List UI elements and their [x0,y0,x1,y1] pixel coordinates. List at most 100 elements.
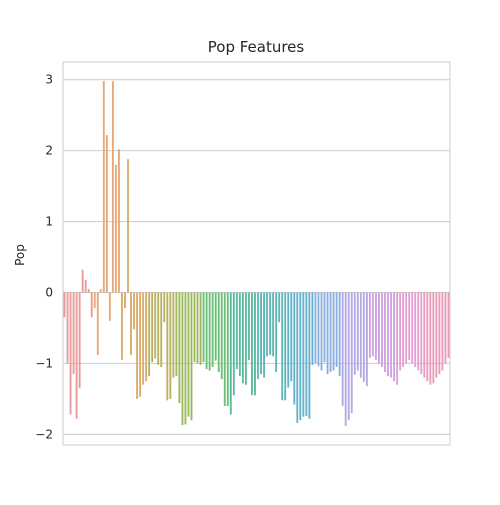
bar-111 [396,292,399,385]
bar-33 [160,292,163,367]
bar-8 [84,279,87,293]
bar-58 [235,292,238,370]
y-tick-label: 2 [45,144,53,158]
bar-2 [66,292,69,364]
gridlines [63,79,450,435]
bar-83 [311,292,314,365]
bar-77 [293,292,296,405]
bar-118 [417,292,420,371]
bar-108 [387,292,389,377]
bar-125 [438,292,441,375]
bar-45 [196,292,199,364]
bar-85 [317,292,320,367]
bar-54 [223,292,226,406]
bar-20 [121,292,123,360]
bar-51 [214,292,217,361]
bar-43 [190,292,193,421]
bar-92 [338,292,341,377]
bar-16 [108,292,111,321]
bar-27 [142,292,145,385]
bar-128 [447,292,450,358]
bars [63,81,450,426]
bar-11 [93,292,96,309]
bar-116 [411,292,414,364]
bar-101 [365,292,368,387]
bar-19 [118,149,120,293]
bar-17 [111,81,114,293]
bar-113 [402,292,405,367]
bar-52 [217,292,220,372]
bar-95 [347,292,350,421]
bar-49 [208,292,211,371]
bar-73 [281,292,284,401]
bar-61 [244,292,247,385]
y-tick-labels: 3 2 1 0 −1 −2 [35,73,53,442]
bar-41 [184,292,187,425]
bar-47 [202,292,205,363]
bar-126 [441,292,444,371]
bar-56 [229,292,232,415]
bar-96 [350,292,353,414]
bar-117 [414,292,417,367]
bar-72 [278,292,281,323]
bar-79 [299,292,302,421]
bar-75 [287,292,290,388]
bar-76 [290,292,293,382]
bar-39 [178,292,181,404]
bar-105 [378,292,380,364]
bar-68 [266,292,269,357]
bar-70 [272,292,275,357]
bar-103 [371,292,374,357]
bar-78 [296,292,299,424]
bar-23 [130,292,132,355]
bar-25 [136,292,139,399]
bar-98 [356,292,359,371]
bar-14 [102,81,105,293]
y-tick-label: 0 [45,286,53,300]
bar-107 [384,292,386,372]
bar-104 [374,292,377,360]
bar-28 [145,292,148,382]
bar-87 [323,292,326,363]
bar-122 [429,292,432,385]
bar-31 [154,292,157,359]
bar-22 [127,159,129,293]
bar-91 [335,292,338,367]
bar-12 [96,292,99,355]
bar-32 [157,292,160,365]
bar-69 [269,292,272,355]
bar-5 [75,292,78,419]
bar-18 [114,164,117,293]
bar-59 [238,292,241,377]
bar-9 [87,288,90,293]
y-tick-label: −2 [35,427,53,441]
bar-102 [368,292,371,358]
bar-6 [78,292,81,389]
bar-24 [133,292,135,330]
bar-60 [241,292,244,384]
bar-34 [163,292,166,323]
y-tick-label: 3 [45,73,53,87]
bar-36 [169,292,172,399]
bar-3 [69,292,72,415]
bar-7 [81,269,84,293]
bar-46 [199,292,202,365]
bar-57 [232,292,235,396]
bar-97 [353,292,356,375]
bar-99 [359,292,362,378]
bar-50 [211,292,214,367]
bar-21 [124,292,126,309]
bar-114 [405,292,408,364]
bar-44 [193,292,196,363]
bar-93 [341,292,344,406]
bar-42 [187,292,190,417]
bar-13 [99,288,102,293]
bar-26 [139,292,142,397]
bar-121 [426,292,429,382]
bar-80 [302,292,305,417]
bar-64 [254,292,256,396]
y-tick-label: −1 [35,356,53,370]
bar-29 [148,292,151,377]
